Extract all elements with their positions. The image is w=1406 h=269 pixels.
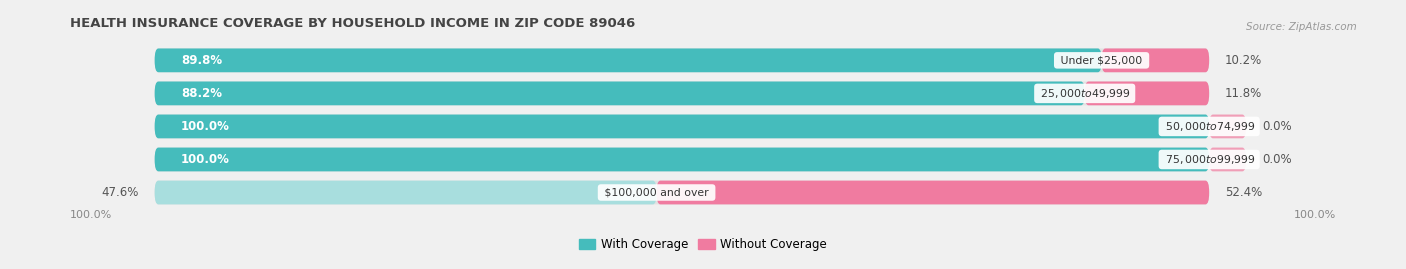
Text: 100.0%: 100.0% xyxy=(181,120,231,133)
Text: $100,000 and over: $100,000 and over xyxy=(600,187,713,197)
Text: 100.0%: 100.0% xyxy=(1294,210,1336,220)
Text: 100.0%: 100.0% xyxy=(70,210,112,220)
Text: $50,000 to $74,999: $50,000 to $74,999 xyxy=(1161,120,1257,133)
Legend: With Coverage, Without Coverage: With Coverage, Without Coverage xyxy=(574,234,832,256)
Text: HEALTH INSURANCE COVERAGE BY HOUSEHOLD INCOME IN ZIP CODE 89046: HEALTH INSURANCE COVERAGE BY HOUSEHOLD I… xyxy=(70,17,636,30)
Text: 52.4%: 52.4% xyxy=(1225,186,1263,199)
FancyBboxPatch shape xyxy=(155,82,1209,105)
FancyBboxPatch shape xyxy=(155,180,657,204)
Text: 47.6%: 47.6% xyxy=(101,186,139,199)
FancyBboxPatch shape xyxy=(155,48,1209,72)
FancyBboxPatch shape xyxy=(1209,148,1246,171)
Text: $75,000 to $99,999: $75,000 to $99,999 xyxy=(1161,153,1257,166)
FancyBboxPatch shape xyxy=(155,115,1209,138)
Text: $25,000 to $49,999: $25,000 to $49,999 xyxy=(1038,87,1132,100)
FancyBboxPatch shape xyxy=(657,180,1209,204)
FancyBboxPatch shape xyxy=(1209,115,1246,138)
Text: Source: ZipAtlas.com: Source: ZipAtlas.com xyxy=(1246,22,1357,31)
FancyBboxPatch shape xyxy=(155,148,1209,171)
Text: 0.0%: 0.0% xyxy=(1263,153,1292,166)
Text: 100.0%: 100.0% xyxy=(181,153,231,166)
Text: 88.2%: 88.2% xyxy=(181,87,222,100)
Text: 11.8%: 11.8% xyxy=(1225,87,1263,100)
FancyBboxPatch shape xyxy=(155,180,1209,204)
Text: 0.0%: 0.0% xyxy=(1263,120,1292,133)
FancyBboxPatch shape xyxy=(1085,82,1209,105)
FancyBboxPatch shape xyxy=(155,148,1209,171)
FancyBboxPatch shape xyxy=(155,82,1085,105)
FancyBboxPatch shape xyxy=(1102,48,1209,72)
Text: 89.8%: 89.8% xyxy=(181,54,222,67)
Text: 10.2%: 10.2% xyxy=(1225,54,1263,67)
FancyBboxPatch shape xyxy=(155,48,1102,72)
Text: Under $25,000: Under $25,000 xyxy=(1057,55,1146,65)
FancyBboxPatch shape xyxy=(155,115,1209,138)
